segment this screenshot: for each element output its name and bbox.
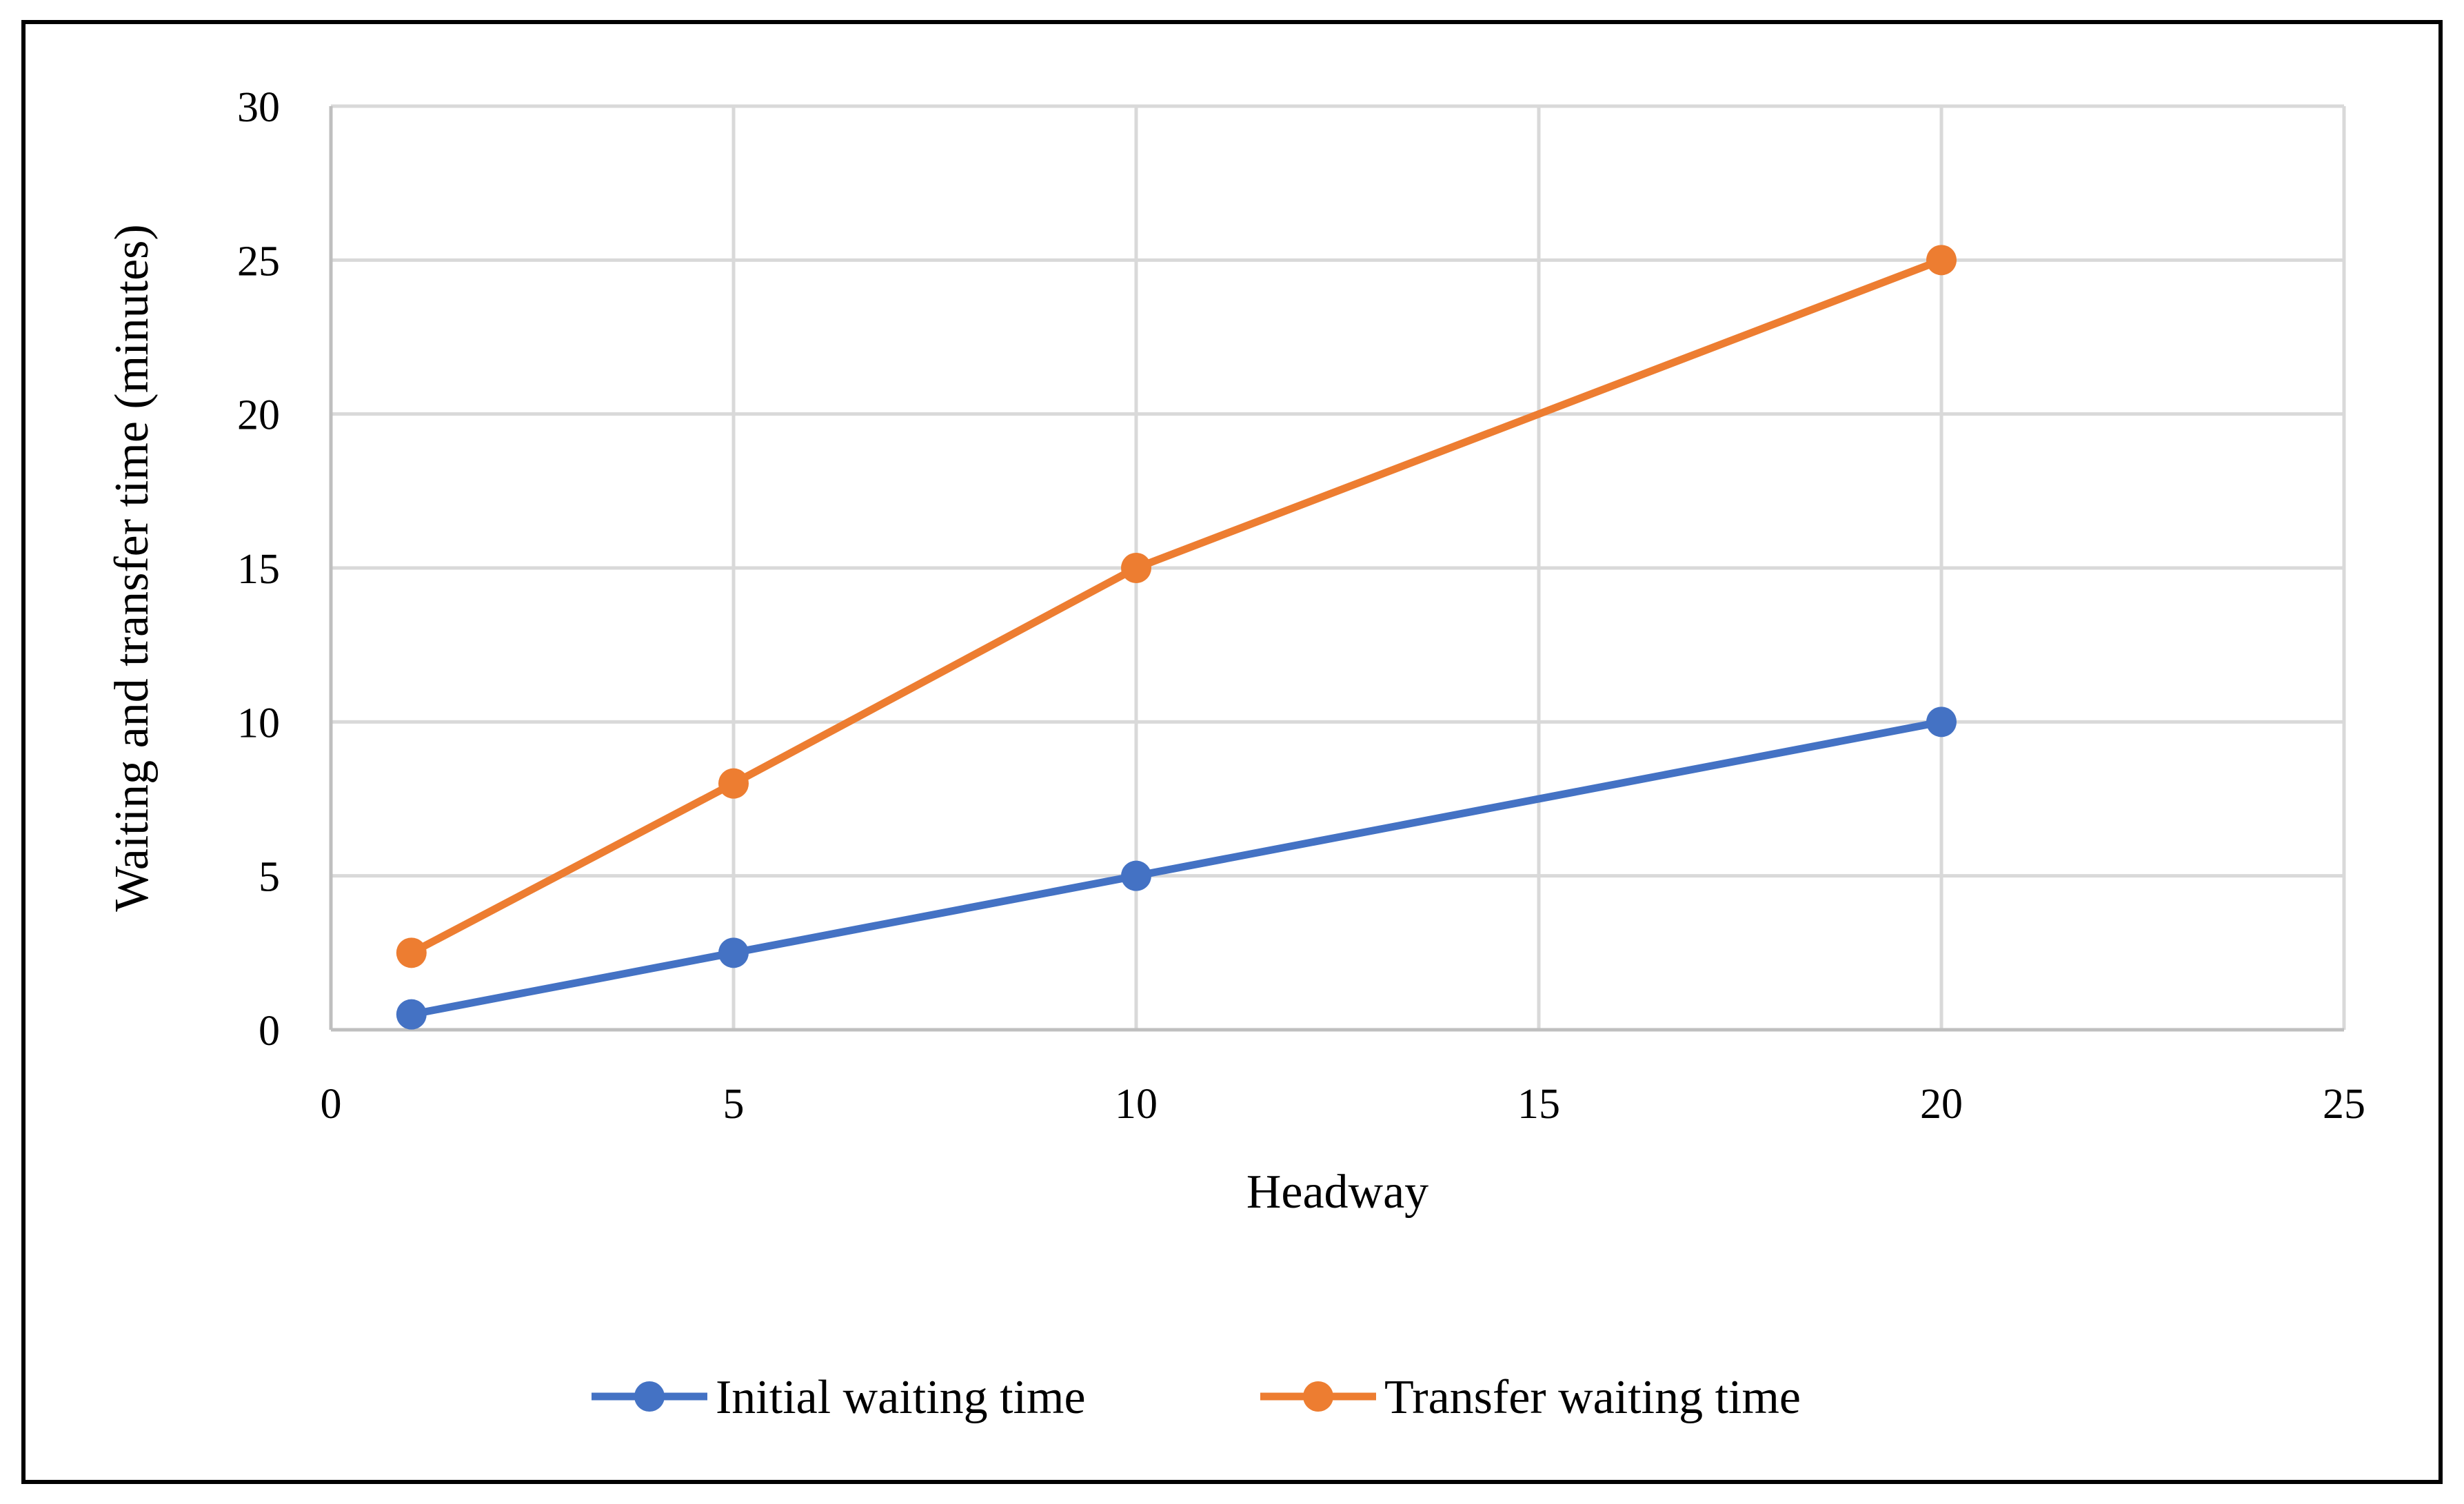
legend-marker-dot-transfer: [1303, 1381, 1333, 1412]
x-tick-label: 15: [1517, 1081, 1560, 1128]
tick-labels: 0 5 10 15 20 25 0 5 10 15 20 25 30: [237, 84, 2365, 1128]
gridlines: [331, 104, 2346, 1030]
y-axis-title: Waiting and transfer time (minutes): [105, 224, 159, 911]
x-tick-label: 10: [1115, 1081, 1158, 1128]
data-point: [1121, 860, 1151, 891]
y-tick-label: 25: [237, 238, 280, 285]
series-1: [396, 245, 1957, 968]
series: [396, 245, 1957, 1030]
legend-marker-dot-initial: [634, 1381, 665, 1412]
y-tick-label: 5: [259, 854, 280, 901]
x-tick-label: 20: [1920, 1081, 1963, 1128]
y-tick-label: 30: [237, 84, 280, 131]
series-0: [396, 707, 1957, 1030]
axes: [329, 106, 2344, 1032]
x-axis-title: Headway: [1246, 1166, 1428, 1219]
x-tick-label: 5: [723, 1081, 745, 1128]
x-tick-label: 25: [2323, 1081, 2365, 1128]
legend-label-initial: Initial waiting time: [716, 1371, 1086, 1424]
y-tick-label: 10: [237, 700, 280, 746]
legend-label-transfer: Transfer waiting time: [1384, 1371, 1801, 1424]
y-tick-label: 0: [259, 1008, 280, 1055]
data-point: [396, 999, 427, 1030]
data-point: [718, 768, 749, 799]
legend: Initial waiting time Transfer waiting ti…: [592, 1371, 1801, 1424]
y-tick-label: 15: [237, 546, 280, 593]
series-line: [407, 718, 1946, 1019]
series-line: [407, 256, 1946, 957]
data-point: [718, 937, 749, 968]
data-point: [396, 937, 427, 968]
x-tick-label: 0: [321, 1081, 342, 1128]
y-tick-label: 20: [237, 392, 280, 439]
data-point: [1926, 707, 1957, 738]
chart-frame: [21, 20, 2443, 1484]
data-point: [1121, 553, 1151, 583]
data-point: [1926, 245, 1957, 276]
